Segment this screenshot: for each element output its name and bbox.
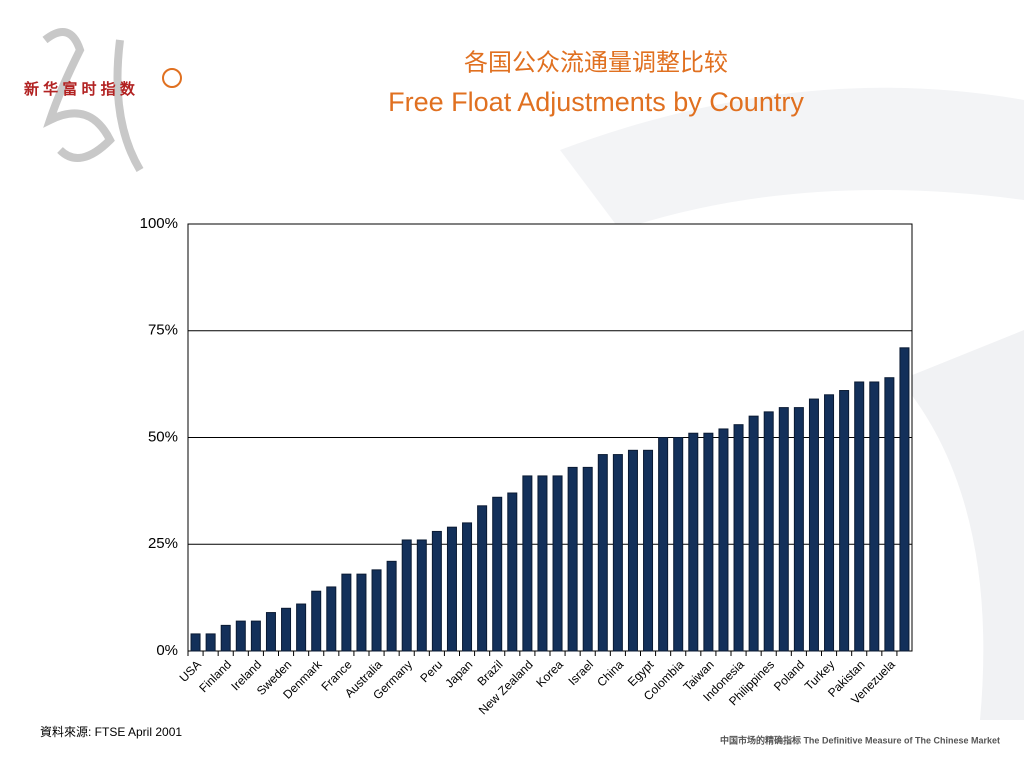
- y-tick-label: 25%: [148, 535, 178, 552]
- bar: [854, 381, 865, 652]
- tagline: 中国市场的精确指标 The Definitive Measure of The …: [720, 734, 1000, 745]
- bar: [492, 496, 503, 652]
- bar: [341, 573, 352, 652]
- bar: [326, 586, 337, 652]
- bar: [401, 539, 412, 652]
- bar: [522, 475, 533, 652]
- bar: [477, 505, 488, 652]
- bar: [869, 381, 880, 652]
- bar: [416, 539, 427, 652]
- bar: [296, 603, 307, 652]
- bar: [220, 624, 231, 652]
- bar: [462, 522, 473, 652]
- bar: [884, 377, 895, 652]
- bar: [386, 560, 397, 652]
- bar: [627, 449, 638, 652]
- bar: [808, 398, 819, 652]
- x-tick-label: China: [594, 657, 626, 689]
- x-tick-label: Korea: [533, 657, 566, 690]
- bar: [778, 407, 789, 652]
- bar: [748, 415, 759, 652]
- x-tick-label: Peru: [417, 657, 445, 685]
- bar: [703, 432, 714, 652]
- bar: [431, 530, 442, 652]
- x-tick-label: Japan: [442, 657, 475, 690]
- bar: [582, 466, 593, 652]
- bar: [235, 620, 246, 652]
- source-note: 資料來源: FTSE April 2001: [40, 725, 182, 739]
- x-tick-label: Finland: [196, 657, 234, 695]
- bar: [205, 633, 216, 652]
- bar: [824, 394, 835, 652]
- bar: [718, 428, 729, 652]
- bar: [567, 466, 578, 652]
- background-swirl: [900, 330, 1024, 720]
- bar: [311, 590, 322, 652]
- bar: [537, 475, 548, 652]
- bar: [673, 437, 684, 652]
- logo-icon: [162, 68, 182, 88]
- bar: [190, 633, 201, 652]
- bar: [552, 475, 563, 652]
- bar: [763, 411, 774, 652]
- logo-brush: [42, 28, 144, 173]
- bar: [446, 526, 457, 652]
- chart-subtitle: Free Float Adjustments by Country: [388, 87, 804, 117]
- logo-text: 新 华 富 时 指 数: [24, 80, 136, 98]
- bar: [250, 620, 261, 652]
- chart: 0%25%50%75%100%USAFinlandIrelandSwedenDe…: [140, 215, 913, 717]
- y-tick-label: 50%: [148, 428, 178, 445]
- background-swirl: [560, 87, 1024, 230]
- bar: [371, 569, 382, 652]
- bar: [658, 437, 669, 652]
- bar: [507, 492, 518, 652]
- bar: [265, 612, 276, 652]
- bar: [899, 347, 910, 652]
- x-tick-label: Poland: [771, 657, 807, 693]
- bar: [597, 454, 608, 652]
- bar: [643, 449, 654, 652]
- bar: [356, 573, 367, 652]
- bar: [281, 607, 292, 652]
- bar: [793, 407, 804, 652]
- y-tick-label: 0%: [156, 642, 178, 659]
- bar: [839, 390, 850, 652]
- x-tick-label: Israel: [565, 657, 596, 688]
- bar: [688, 432, 699, 652]
- chart-title: 各国公众流通量调整比较: [464, 49, 728, 76]
- bar: [612, 454, 623, 652]
- y-tick-label: 100%: [140, 215, 178, 232]
- y-tick-label: 75%: [148, 322, 178, 339]
- bar: [733, 424, 744, 652]
